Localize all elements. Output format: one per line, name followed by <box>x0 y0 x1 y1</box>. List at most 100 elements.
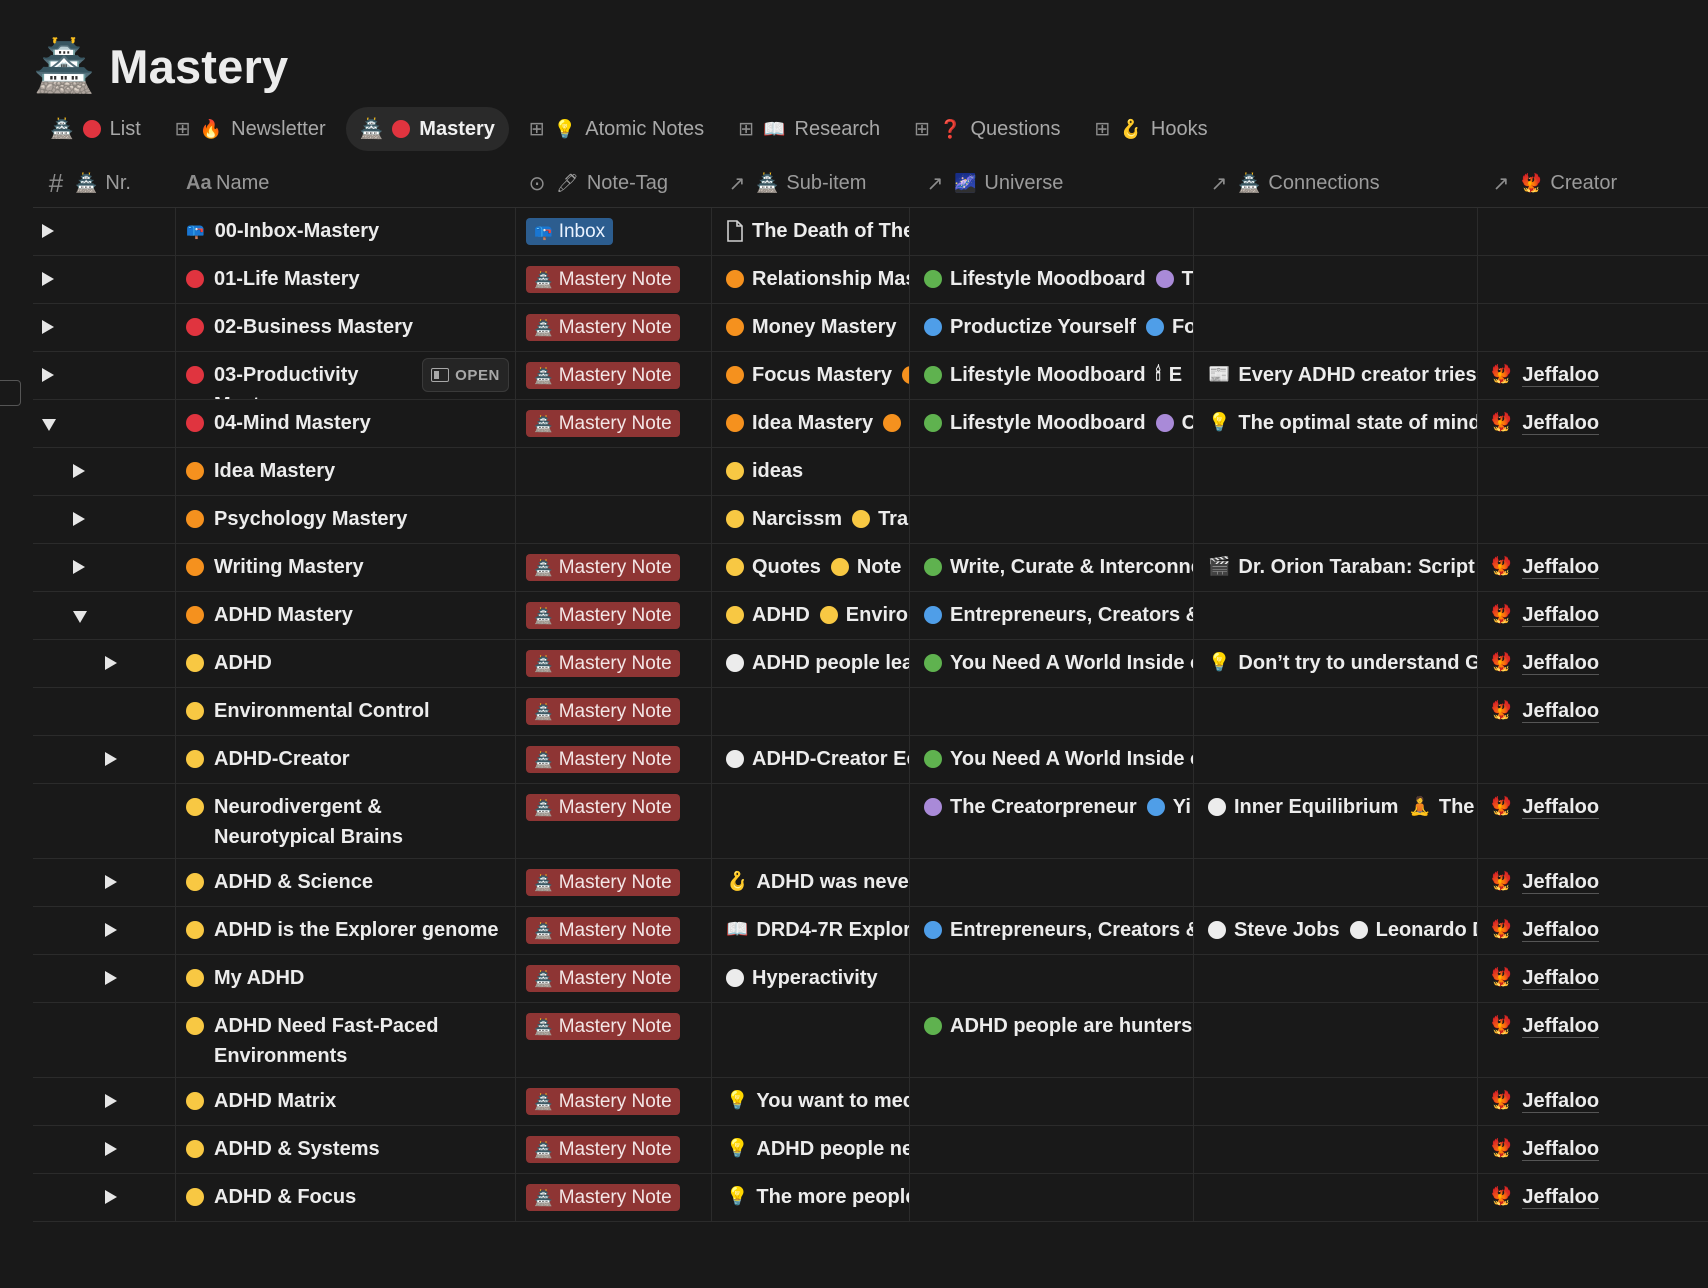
cell-note-tag[interactable]: 🏯 Mastery Note <box>516 1003 712 1077</box>
table-row[interactable]: 01-Life Mastery 🏯 Mastery Note Relationship… <box>33 256 1708 304</box>
relation-chip[interactable]: Relationship Mas <box>726 268 909 291</box>
table-row[interactable]: Writing Mastery 🏯 Mastery Note Quotes Note Wr… <box>33 544 1708 592</box>
cell-note-tag[interactable]: 🏯 Mastery Note <box>516 1174 712 1221</box>
table-row[interactable]: 03-Productivity Mastery OPEN 🏯 Mastery Note… <box>33 352 1708 400</box>
table-row[interactable]: ADHD is the Explorer genome 🏯 Mastery Note… <box>33 907 1708 955</box>
relation-chip[interactable] <box>883 412 902 432</box>
cell-name[interactable]: ADHD & Science <box>176 859 516 906</box>
cell-note-tag[interactable]: 🏯 Mastery Note <box>516 304 712 351</box>
cell-sub-item[interactable]: Quotes Note <box>712 544 910 591</box>
relation-chip[interactable]: ADHD people are hunters and <box>924 1015 1193 1038</box>
cell-sub-item[interactable]: Hyperactivity <box>712 955 910 1002</box>
cell-universe[interactable] <box>910 1078 1194 1125</box>
tab-list[interactable]: 🏯 List <box>36 107 155 151</box>
cell-universe[interactable] <box>910 448 1194 495</box>
cell-sub-item[interactable]: Focus Mastery <box>712 352 910 399</box>
table-row[interactable]: ADHD Matrix 🏯 Mastery Note 💡 You want to med… <box>33 1078 1708 1126</box>
relation-chip[interactable] <box>902 364 909 384</box>
cell-name[interactable]: Idea Mastery <box>176 448 516 495</box>
cell-note-tag[interactable]: 🏯 Mastery Note <box>516 859 712 906</box>
relation-chip[interactable]: Yi <box>1146 796 1191 819</box>
cell-name[interactable]: ADHD Need Fast-Paced Environments <box>176 1003 516 1077</box>
cell-universe[interactable]: Write, Curate & Interconnect <box>910 544 1194 591</box>
cell-connections[interactable] <box>1194 208 1478 255</box>
cell-creator[interactable]: 🐦‍🔥 Jeffaloo <box>1478 1174 1698 1221</box>
cell-creator[interactable]: 🐦‍🔥 Jeffaloo <box>1478 544 1698 591</box>
tab-mastery[interactable]: 🏯 Mastery <box>345 107 509 151</box>
cell-connections[interactable]: 💡 Don’t try to understand God <box>1194 640 1478 687</box>
cell-universe[interactable]: ADHD people are hunters and <box>910 1003 1194 1077</box>
cell-sub-item[interactable]: 💡 The more people <box>712 1174 910 1221</box>
relation-chip[interactable]: Tra <box>852 508 908 531</box>
cell-note-tag[interactable]: 🏯 Mastery Note <box>516 352 712 399</box>
relation-chip[interactable]: Entrepreneurs, Creators & <box>924 604 1193 627</box>
cell-sub-item[interactable]: 📖 DRD4-7R Explore <box>712 907 910 954</box>
column-header-nr[interactable]: # 🏯 Nr. <box>33 160 176 207</box>
cell-connections[interactable] <box>1194 955 1478 1002</box>
cell-sub-item[interactable]: 💡 You want to medi <box>712 1078 910 1125</box>
cell-note-tag[interactable]: 🏯 Mastery Note <box>516 688 712 735</box>
cell-sub-item[interactable]: Narcissm Tra <box>712 496 910 543</box>
tab-hooks[interactable]: ⊞ 🪝 Hooks <box>1081 107 1222 151</box>
relation-chip[interactable]: C <box>1155 412 1193 435</box>
relation-chip[interactable]: Fo <box>1145 316 1193 339</box>
cell-name[interactable]: 02-Business Mastery <box>176 304 516 351</box>
cell-note-tag[interactable]: 🏯 Mastery Note <box>516 592 712 639</box>
cell-name[interactable]: 📪 00-Inbox-Mastery <box>176 208 516 255</box>
table-row[interactable]: Psychology Mastery Narcissm Tra <box>33 496 1708 544</box>
cell-connections[interactable]: 📰 Every ADHD creator tries to <box>1194 352 1478 399</box>
cell-name[interactable]: 04-Mind Mastery <box>176 400 516 447</box>
cell-name[interactable]: My ADHD <box>176 955 516 1002</box>
relation-chip[interactable]: 💡 Don’t try to understand God <box>1208 652 1477 675</box>
cell-sub-item[interactable] <box>712 688 910 735</box>
collapsed-toggle-icon[interactable] <box>105 1190 117 1204</box>
table-row[interactable]: ADHD & Systems 🏯 Mastery Note 💡 ADHD people … <box>33 1126 1708 1174</box>
cell-note-tag[interactable]: 🏯 Mastery Note <box>516 400 712 447</box>
cell-creator[interactable]: 🐦‍🔥 Jeffaloo <box>1478 640 1698 687</box>
tab-newsletter[interactable]: ⊞ 🔥 Newsletter <box>161 107 340 151</box>
relation-chip[interactable]: ADHD people lea <box>726 652 909 675</box>
cell-note-tag[interactable]: 🏯 Mastery Note <box>516 544 712 591</box>
relation-chip[interactable]: 📰 Every ADHD creator tries to <box>1208 364 1477 387</box>
column-header-sub-item[interactable]: ↗ 🏯 Sub-item <box>712 160 910 207</box>
table-row[interactable]: My ADHD 🏯 Mastery Note Hyperactivity 🐦‍🔥 Jeff… <box>33 955 1708 1003</box>
cell-universe[interactable]: Lifestyle Moodboard T <box>910 256 1194 303</box>
relation-chip[interactable]: 🎬 Dr. Orion Taraban: Script Style <box>1208 556 1477 579</box>
cell-note-tag[interactable]: 🏯 Mastery Note <box>516 907 712 954</box>
cell-sub-item[interactable]: ideas <box>712 448 910 495</box>
relation-chip[interactable]: Note <box>830 556 901 579</box>
table-row[interactable]: Idea Mastery ideas <box>33 448 1708 496</box>
cell-name[interactable]: ADHD <box>176 640 516 687</box>
collapsed-toggle-icon[interactable] <box>105 923 117 937</box>
table-row[interactable]: 📪 00-Inbox-Mastery 📪 Inbox The Death of The <box>33 208 1708 256</box>
cell-sub-item[interactable]: ADHD Enviro <box>712 592 910 639</box>
cell-note-tag[interactable]: 🏯 Mastery Note <box>516 640 712 687</box>
relation-chip[interactable]: ADHD-Creator Ec <box>726 748 909 771</box>
cell-universe[interactable]: Lifestyle Moodboard 🕯 E <box>910 352 1194 399</box>
relation-chip[interactable]: Leonardo D <box>1349 919 1477 942</box>
collapsed-toggle-icon[interactable] <box>105 656 117 670</box>
cell-universe[interactable] <box>910 859 1194 906</box>
cell-sub-item[interactable]: Money Mastery <box>712 304 910 351</box>
cell-note-tag[interactable]: 🏯 Mastery Note <box>516 955 712 1002</box>
cell-universe[interactable]: The Creatorpreneur Yi <box>910 784 1194 858</box>
cell-name[interactable]: ADHD & Systems <box>176 1126 516 1173</box>
relation-chip[interactable]: 💡 You want to medi <box>726 1090 909 1113</box>
cell-universe[interactable]: Productize Yourself Fo <box>910 304 1194 351</box>
relation-chip[interactable]: 💡 The more people <box>726 1186 909 1209</box>
tab-atomic-notes[interactable]: ⊞ 💡 Atomic Notes <box>515 107 718 151</box>
cell-note-tag[interactable]: 📪 Inbox <box>516 208 712 255</box>
cell-name[interactable]: ADHD Matrix <box>176 1078 516 1125</box>
cell-connections[interactable]: Steve Jobs Leonardo D <box>1194 907 1478 954</box>
cell-name[interactable]: ADHD & Focus <box>176 1174 516 1221</box>
collapsed-toggle-icon[interactable] <box>42 368 54 382</box>
table-row[interactable]: ADHD & Science 🏯 Mastery Note 🪝 ADHD was nev… <box>33 859 1708 907</box>
collapsed-toggle-icon[interactable] <box>73 560 85 574</box>
table-row[interactable]: ADHD-Creator 🏯 Mastery Note ADHD-Creator Ec… <box>33 736 1708 784</box>
cell-universe[interactable]: Entrepreneurs, Creators & <box>910 592 1194 639</box>
column-header-connections[interactable]: ↗ 🏯 Connections <box>1194 160 1478 207</box>
cell-universe[interactable]: Entrepreneurs, Creators & <box>910 907 1194 954</box>
cell-sub-item[interactable]: 🪝 ADHD was never <box>712 859 910 906</box>
relation-chip[interactable]: Lifestyle Moodboard <box>924 364 1146 387</box>
relation-chip[interactable]: Hyperactivity <box>726 967 878 990</box>
